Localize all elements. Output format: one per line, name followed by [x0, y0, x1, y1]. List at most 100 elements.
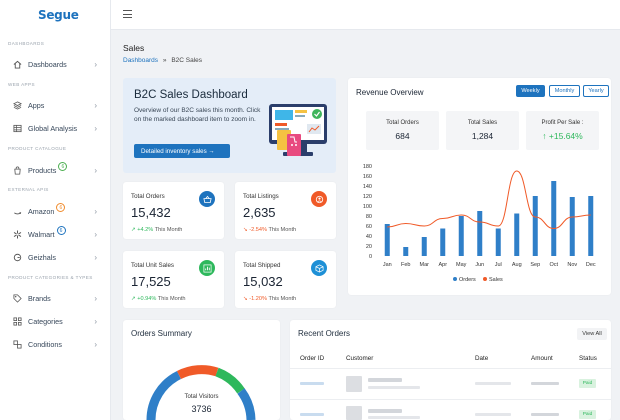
sidebar-item-brands[interactable]: Brands ›: [0, 289, 111, 307]
section-categories-types: PRODUCT CATEGORIES & TYPES: [8, 275, 93, 280]
stat-period: This Month: [157, 296, 186, 302]
chevron-right-icon: ›: [94, 316, 97, 326]
stat-card-total-listings[interactable]: Total Listings 2,635 ↘ -2.54% This Month: [235, 182, 336, 239]
stat-value: 2,635: [243, 205, 276, 220]
sidebar-item-label: Categories: [28, 316, 63, 326]
kpi-profit-per-sale: Profit Per Sale : ↑ +15.64%: [526, 111, 599, 150]
col-date[interactable]: Date: [475, 355, 489, 362]
bar-orders: [403, 247, 409, 256]
bar-orders: [551, 181, 557, 256]
kpi-value: 1,284: [471, 131, 494, 141]
tab-monthly[interactable]: Monthly: [549, 85, 580, 97]
chevron-right-icon: ›: [94, 59, 97, 69]
sidebar-item-conditions[interactable]: Conditions ›: [0, 335, 111, 353]
legend-sales-label: Sales: [489, 277, 503, 283]
detailed-inventory-button[interactable]: Detailed inventory sales →: [134, 144, 230, 158]
sidebar-item-label: Global Analysis: [28, 123, 78, 133]
revenue-overview-card: Revenue Overview Weekly Monthly Yearly T…: [348, 78, 611, 295]
sidebar-item-label: Brands: [28, 293, 51, 303]
menu-toggle-icon[interactable]: [123, 10, 132, 18]
conditions-icon: [13, 339, 22, 349]
bar-orders: [495, 228, 501, 256]
col-order-id[interactable]: Order ID: [300, 355, 325, 362]
chevron-right-icon: ›: [94, 165, 97, 175]
tab-weekly[interactable]: Weekly: [516, 85, 545, 97]
recent-orders-card: Recent Orders View All Order ID Customer…: [290, 320, 611, 420]
col-status[interactable]: Status: [579, 355, 597, 362]
stat-value: 15,432: [131, 205, 171, 220]
table-icon: [13, 124, 22, 133]
tag-icon: [13, 293, 22, 303]
recent-orders-title: Recent Orders: [298, 329, 351, 338]
y-tick-label: 60: [366, 224, 372, 230]
sidebar-item-label: Apps: [28, 100, 45, 110]
sidebar-item-label: Dashboards: [28, 59, 67, 69]
chevron-right-icon: ›: [94, 293, 97, 303]
top-bar: [111, 0, 620, 30]
sidebar: Segue DASHBOARDS WEB APPS PRODUCT CATALO…: [0, 0, 111, 420]
kpi-total-sales: Total Sales 1,284: [446, 111, 519, 150]
stat-card-total-unit-sales[interactable]: Total Unit Sales 17,525 ↗ +0.94% This Mo…: [123, 251, 224, 308]
stat-label: Total Listings: [243, 193, 279, 200]
revenue-chart: 0 20 40 60 80 100 120 140 160 180 Jan Feb Mar Apr May J…: [363, 164, 596, 283]
stat-card-total-shipped[interactable]: Total Shipped 15,032 ↘ -1.20% This Month: [235, 251, 336, 308]
stat-change: ↘ -2.54% This Month: [243, 227, 297, 233]
kpi-label: Profit Per Sale :: [541, 120, 584, 126]
stat-period: This Month: [268, 227, 297, 233]
sidebar-item-products[interactable]: Products 6 ›: [0, 161, 111, 179]
stat-change: ↘ -1.20% This Month: [243, 296, 297, 302]
app-logo[interactable]: Segue: [38, 8, 79, 22]
y-tick-label: 120: [363, 194, 372, 200]
x-tick-label: Oct: [549, 262, 558, 268]
stat-value: 15,032: [243, 274, 283, 289]
sidebar-item-label: Amazon: [28, 206, 55, 216]
bar-orders: [421, 237, 427, 256]
y-tick-label: 80: [366, 214, 372, 220]
gauge-center-label: Total Visitors: [184, 394, 219, 400]
bar-orders: [588, 196, 594, 256]
orders-summary-gauge: [146, 365, 256, 420]
y-tick-label: 160: [363, 174, 372, 180]
breadcrumb-link-dashboards[interactable]: Dashboards: [123, 57, 159, 64]
line-sales: [387, 170, 591, 230]
products-badge: 6: [58, 162, 68, 171]
legend-orders-label: Orders: [459, 277, 476, 283]
section-web-apps: WEB APPS: [8, 82, 35, 87]
bar-orders: [532, 196, 538, 256]
x-tick-label: Nov: [567, 262, 577, 268]
tab-yearly[interactable]: Yearly: [583, 85, 609, 97]
sidebar-item-walmart[interactable]: Walmart 6 ›: [0, 225, 111, 243]
col-customer[interactable]: Customer: [346, 355, 374, 362]
sidebar-item-label: Geizhals: [28, 252, 56, 262]
bar-orders: [477, 211, 483, 256]
y-tick-label: 20: [366, 244, 372, 250]
bar-orders: [384, 224, 390, 256]
chevron-right-icon: ›: [94, 252, 97, 262]
x-tick-label: Jan: [383, 262, 392, 268]
y-tick-label: 180: [363, 164, 372, 170]
hero-text: Overview of our B2C sales this month. Cl…: [134, 107, 261, 123]
revenue-title: Revenue Overview: [356, 88, 424, 97]
sidebar-item-categories[interactable]: Categories ›: [0, 312, 111, 330]
col-amount[interactable]: Amount: [531, 355, 553, 362]
kpi-label: Total Orders: [386, 120, 419, 126]
stat-change: ↗ +4.2% This Month: [131, 227, 183, 233]
hero-title: B2C Sales Dashboard: [134, 89, 248, 101]
sidebar-item-amazon[interactable]: Amazon 6 ›: [0, 202, 111, 220]
kpi-total-orders: Total Orders 684: [366, 111, 439, 150]
sidebar-item-dashboards[interactable]: Dashboards ›: [0, 55, 111, 73]
sidebar-item-apps[interactable]: Apps ›: [0, 96, 111, 114]
sidebar-item-label: Conditions: [28, 339, 62, 349]
stat-label: Total Orders: [131, 193, 165, 200]
bar-orders: [458, 216, 464, 256]
walmart-icon: [13, 229, 22, 239]
stat-card-total-orders[interactable]: Total Orders 15,432 ↗ +4.2% This Month: [123, 182, 224, 239]
sidebar-item-geizhals[interactable]: Geizhals ›: [0, 248, 111, 266]
x-tick-label: Sep: [530, 262, 540, 268]
view-all-button[interactable]: View All: [577, 328, 607, 340]
section-external-apis: EXTERNAL APIS: [8, 187, 49, 192]
bar-orders: [569, 197, 575, 256]
sidebar-item-global-analysis[interactable]: Global Analysis ›: [0, 119, 111, 137]
dashboard-illustration-icon: [269, 104, 327, 156]
y-tick-label: 100: [363, 204, 372, 210]
